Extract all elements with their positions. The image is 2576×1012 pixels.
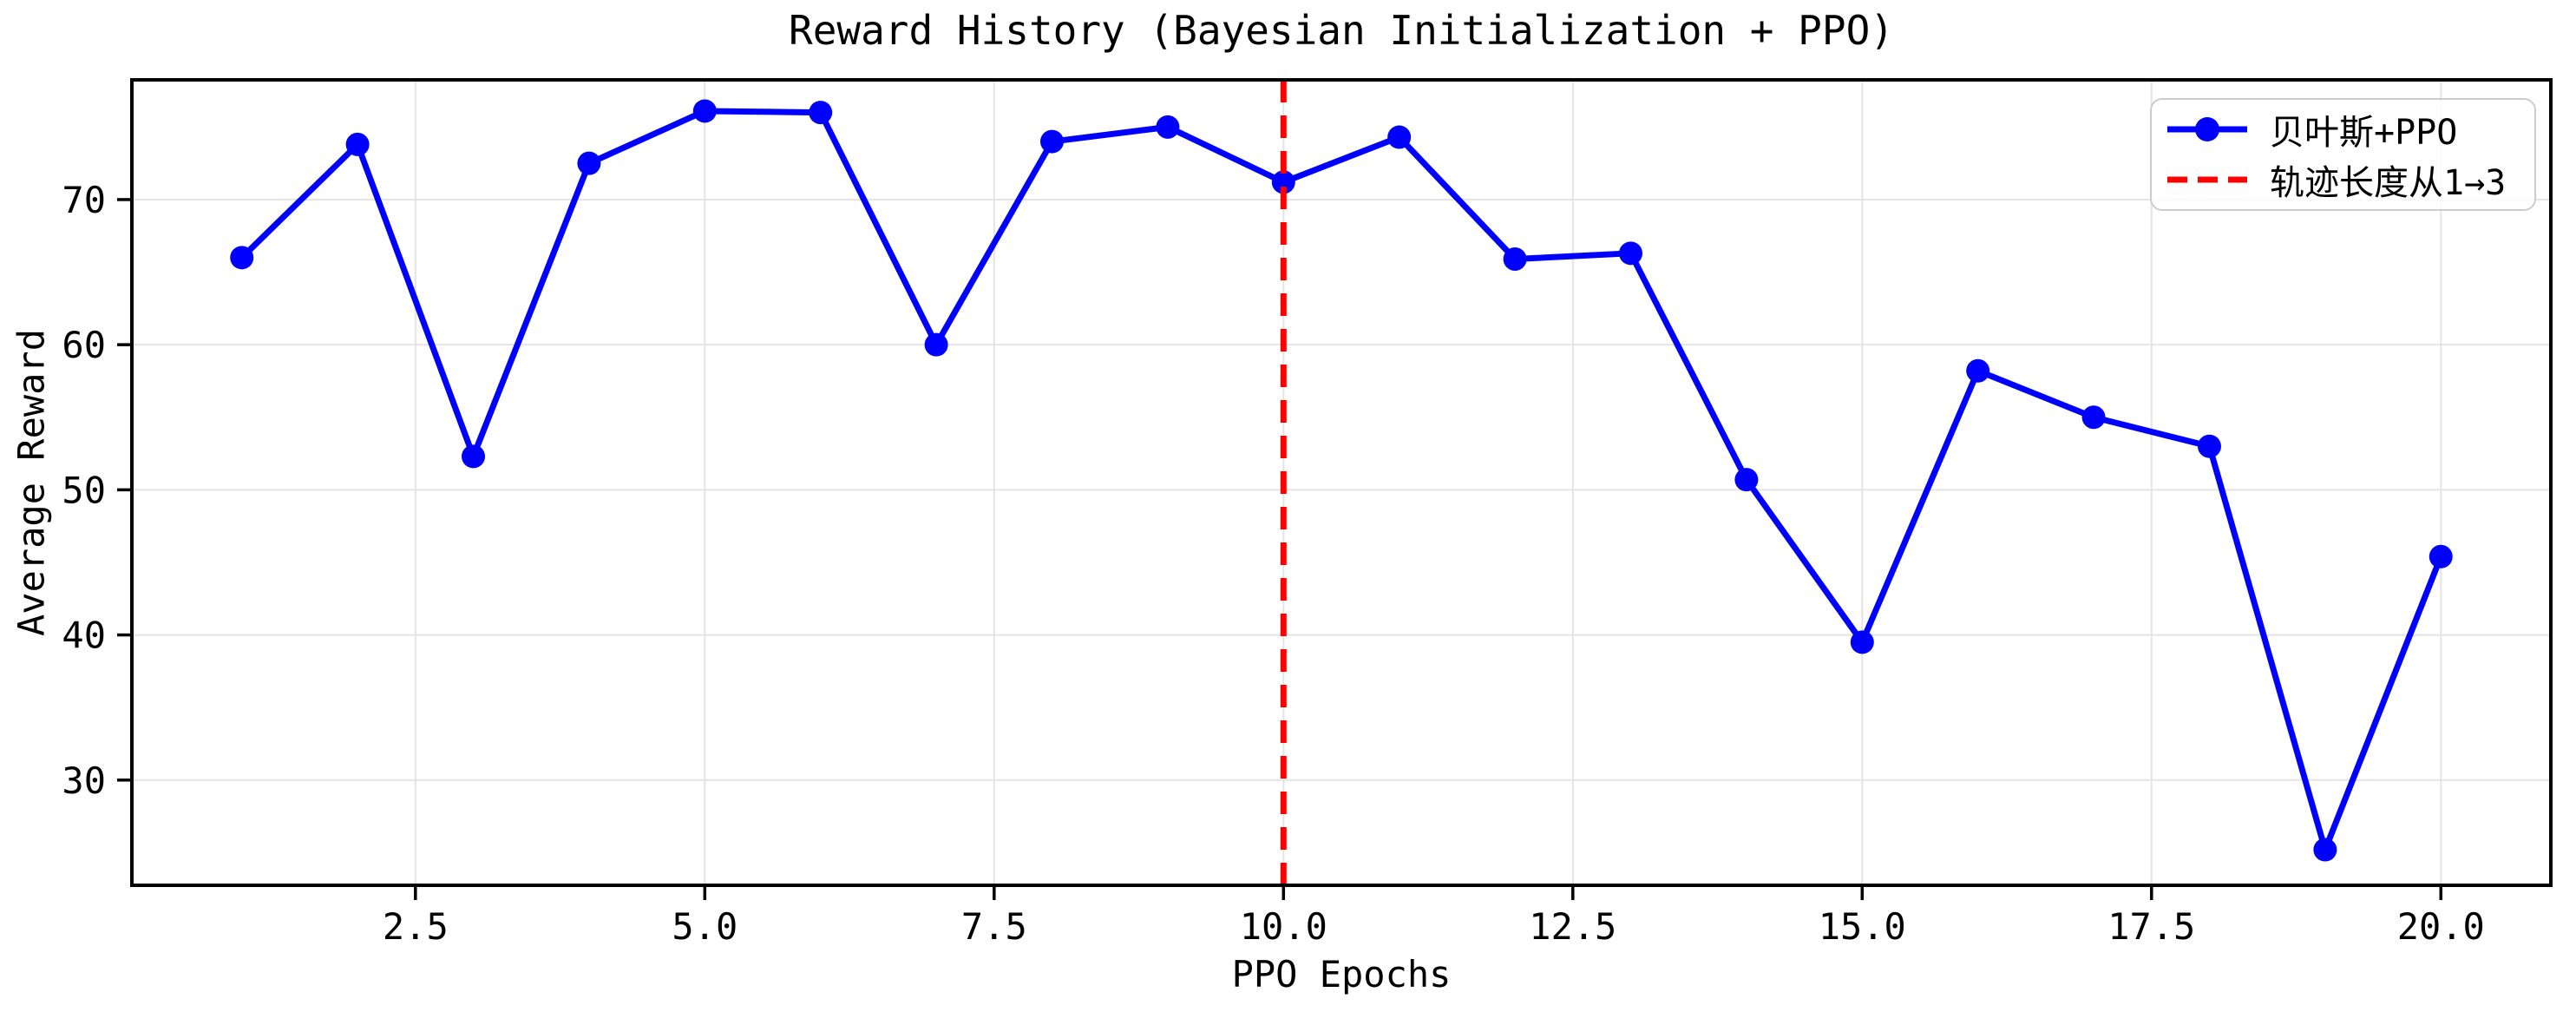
y-tick-label: 50: [62, 469, 106, 511]
x-tick-label: 15.0: [1819, 905, 1906, 948]
x-tick-label: 10.0: [1240, 905, 1327, 948]
x-tick-label: 12.5: [1529, 905, 1616, 948]
chart-title: Reward History (Bayesian Initialization …: [789, 7, 1894, 54]
x-tick-label: 17.5: [2107, 905, 2195, 948]
data-point-marker: [809, 101, 833, 125]
data-point-marker: [1387, 125, 1412, 149]
data-point-marker: [692, 99, 717, 123]
data-point-marker: [1156, 115, 1180, 139]
series-line: [239, 108, 2444, 853]
data-point-marker: [1271, 170, 1295, 194]
legend-line-marker-icon: [2167, 116, 2247, 141]
y-tick-label: 40: [62, 614, 106, 657]
data-point-marker: [2313, 838, 2337, 862]
legend-entry-vline: 轨迹长度从1→3: [2164, 154, 2526, 205]
data-point-marker: [1040, 129, 1065, 154]
data-point-marker: [1734, 468, 1759, 492]
data-point-marker: [462, 444, 486, 469]
data-point-marker: [2081, 405, 2106, 430]
x-tick-label: 5.0: [672, 905, 737, 948]
x-axis-label: PPO Epochs: [1231, 953, 1452, 996]
legend-entry-series: 贝叶斯+PPO: [2164, 104, 2526, 154]
data-point-marker: [1503, 247, 1527, 272]
legend: 贝叶斯+PPO 轨迹长度从1→3: [2150, 98, 2536, 211]
data-point-marker: [345, 132, 370, 156]
legend-label-vline: 轨迹长度从1→3: [2270, 163, 2507, 204]
y-tick-label: 30: [62, 759, 106, 802]
y-tick-label: 60: [62, 324, 106, 366]
plot-border: [130, 78, 2553, 887]
data-point-marker: [1618, 241, 1642, 266]
x-tick-label: 7.5: [961, 905, 1027, 948]
data-point-marker: [924, 332, 948, 357]
x-tick-label: 2.5: [383, 905, 449, 948]
legend-dashed-line-icon: [2167, 176, 2247, 183]
x-tick-label: 20.0: [2397, 905, 2485, 948]
data-point-marker: [577, 151, 601, 175]
y-tick-label: 70: [62, 179, 106, 221]
legend-label-series: 贝叶斯+PPO: [2270, 112, 2458, 153]
data-point-marker: [1966, 358, 1990, 383]
data-point-marker: [230, 246, 254, 270]
data-point-marker: [1850, 630, 1874, 654]
data-point-marker: [2429, 544, 2453, 568]
data-point-marker: [2197, 434, 2221, 458]
